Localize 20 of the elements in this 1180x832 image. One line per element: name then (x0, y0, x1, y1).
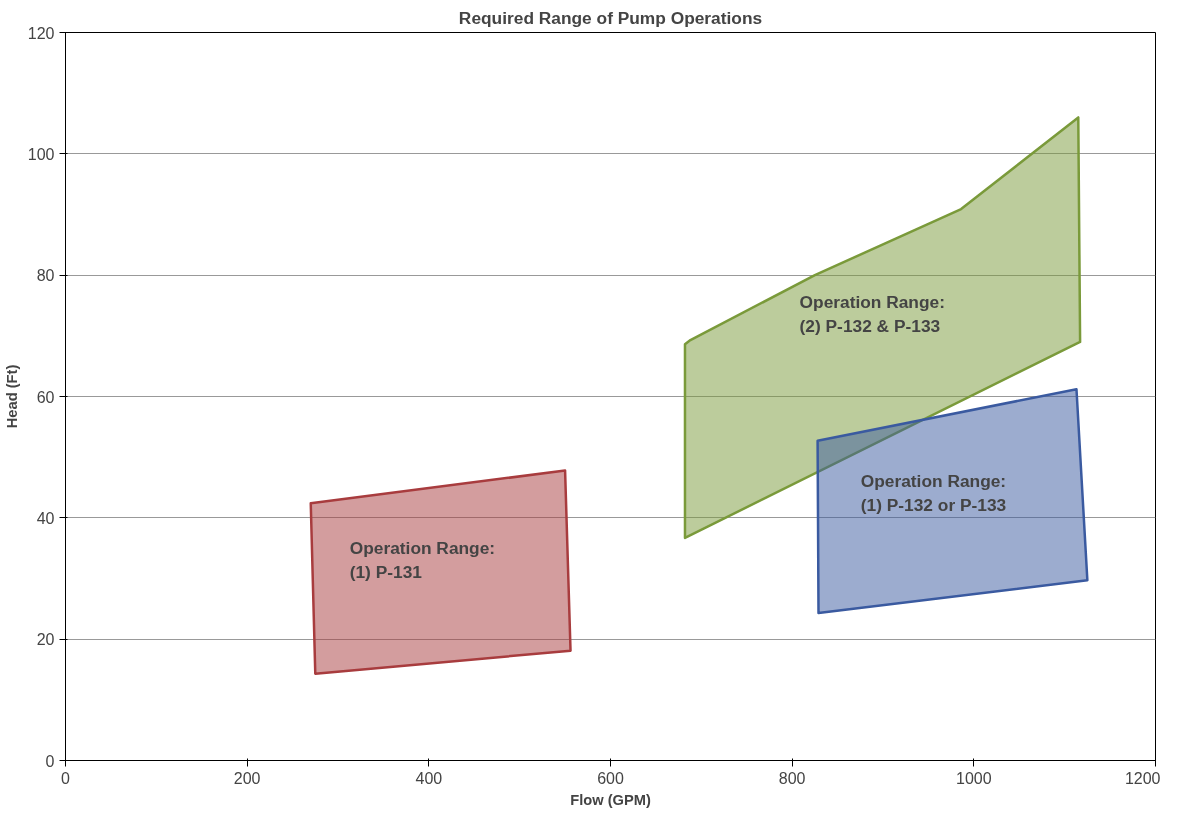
x-axis-title: Flow (GPM) (570, 791, 651, 808)
x-tick-label: 1200 (1124, 769, 1161, 787)
annotation: Operation Range: (1) P-131 (349, 538, 496, 583)
x-tick-label: 400 (415, 769, 443, 787)
annotation: Operation Range: (1) P-132 or P-133 (860, 470, 1007, 515)
chart-title: Required Range of Pump Operations (458, 7, 763, 28)
y-tick-label: 120 (27, 24, 55, 42)
x-tick-label: 600 (597, 769, 624, 787)
annotation: Operation Range: (2) P-132 & P-133 (799, 291, 945, 336)
y-tick-label: 60 (36, 388, 55, 406)
y-axis-title: Head (Ft) (3, 364, 20, 429)
y-tick-label: 0 (45, 752, 55, 770)
y-tick-label: 20 (36, 631, 55, 649)
y-tick-label: 100 (27, 145, 55, 163)
x-tick-label: 200 (233, 769, 261, 787)
x-tick-label: 800 (778, 769, 806, 787)
x-tick-label: 1000 (956, 769, 992, 787)
y-tick-label: 80 (36, 267, 55, 285)
x-tick-label: 0 (61, 769, 71, 787)
y-tick-label: 40 (36, 509, 55, 527)
